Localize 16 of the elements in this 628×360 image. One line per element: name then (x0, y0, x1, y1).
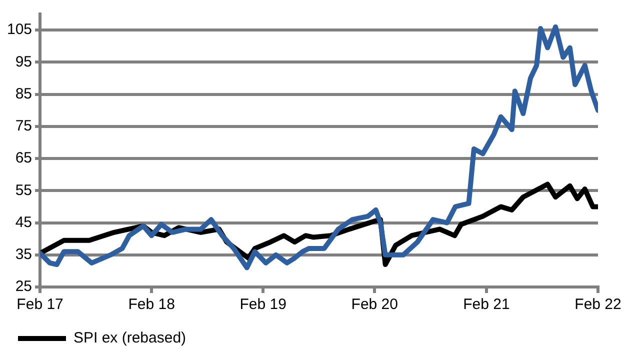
y-tick-label: 65 (15, 150, 32, 167)
x-tick-label: Feb 21 (463, 296, 510, 314)
y-tick-label: 85 (15, 85, 32, 102)
legend-label: SPI ex (rebased) (74, 330, 186, 347)
y-tick-label: 75 (15, 118, 32, 135)
x-tick-label: Feb 18 (128, 296, 175, 314)
x-tick-label: Feb 19 (240, 296, 286, 314)
x-tick-label: Feb 17 (16, 296, 64, 314)
y-tick-label: 25 (15, 278, 32, 296)
y-tick-label: 55 (15, 182, 32, 199)
x-tick-label: Feb 22 (574, 296, 622, 314)
y-tick-label: 35 (15, 246, 32, 264)
y-tick-label: 105 (6, 21, 32, 38)
y-tick-label: 95 (15, 53, 32, 70)
x-tick-label: Feb 20 (351, 296, 398, 314)
y-tick-label: 45 (15, 214, 32, 231)
